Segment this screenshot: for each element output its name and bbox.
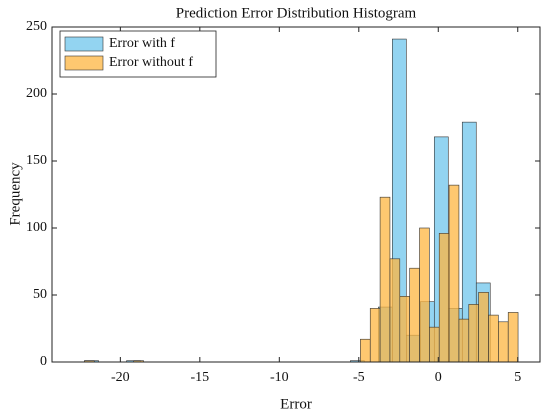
histogram-bar [399,296,410,363]
histogram-bar [429,326,440,363]
histogram-bar [507,312,519,363]
x-axis-label: Error [280,396,312,412]
x-tick-label: -15 [190,370,209,385]
histogram-bar [458,318,470,363]
y-tick-label: 100 [26,220,47,235]
y-tick-label: 200 [26,86,47,101]
x-tick-label: -5 [353,370,365,385]
histogram-bar [488,314,499,363]
x-tick-label: -20 [111,370,130,385]
y-tick-label: 0 [40,354,47,369]
histogram-bar [478,292,489,363]
histogram-bar [438,233,450,363]
histogram-bar [369,308,381,363]
y-axis-label: Frequency [7,162,23,226]
histogram-bar [448,184,460,363]
histogram-bar [389,258,401,363]
legend-swatch [64,55,104,71]
legend-label: Error without f [109,55,193,70]
x-tick-label: -10 [270,370,289,385]
y-tick-label: 150 [26,153,47,168]
histogram-bar [468,304,479,363]
legend-label: Error with f [109,36,175,51]
plot-frame [51,26,541,363]
y-tick-label: 50 [33,287,47,302]
histogram-bar [360,338,371,363]
histogram-bar [379,196,391,363]
chart-title: Prediction Error Distribution Histogram [176,5,417,21]
histogram-bar [498,321,509,363]
x-tick-label: 5 [514,370,521,385]
legend-swatch [64,36,104,52]
y-tick-label: 250 [26,19,47,34]
histogram-bar [419,227,430,363]
x-tick-label: 0 [435,370,442,385]
histogram-bar [409,267,420,363]
